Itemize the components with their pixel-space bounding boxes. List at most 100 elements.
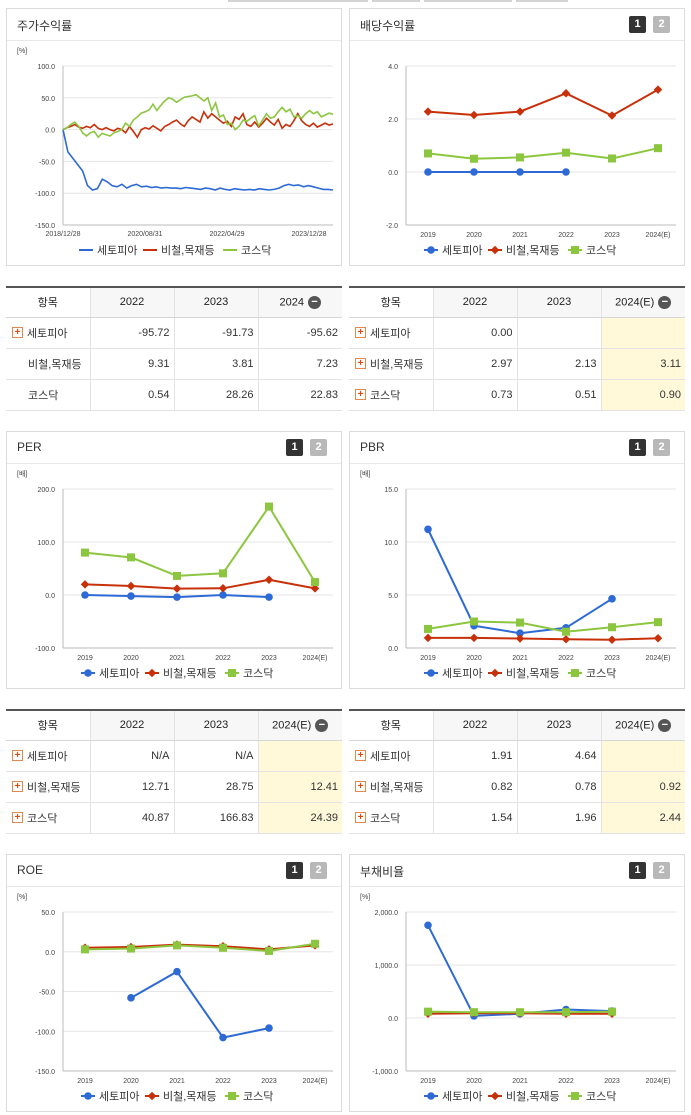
- legend-label: 세토피아: [442, 244, 482, 257]
- data-point: [654, 144, 662, 153]
- legend-item[interactable]: 코스닥: [225, 1090, 273, 1103]
- expand-plus-icon[interactable]: +: [355, 812, 366, 823]
- legend-label: 코스닥: [586, 244, 616, 257]
- column-header-1: 2022: [89, 710, 174, 741]
- data-point: [147, 1091, 157, 1101]
- row-label-cell[interactable]: + 세토피아: [349, 317, 433, 349]
- data-point: [607, 635, 617, 644]
- chart-1-button[interactable]: 1: [629, 16, 646, 33]
- expand-plus-icon[interactable]: +: [12, 781, 23, 792]
- expand-plus-icon[interactable]: +: [355, 389, 366, 400]
- x-tick-label: 2020: [466, 655, 482, 662]
- row-label-cell[interactable]: + 세토피아: [349, 740, 433, 772]
- data-point: [469, 110, 479, 120]
- expand-plus-icon[interactable]: +: [355, 358, 366, 369]
- x-tick-label: 2024(E): [646, 232, 671, 239]
- row-label-cell[interactable]: + 세토피아: [6, 317, 90, 349]
- x-tick-label: 2019: [420, 232, 436, 239]
- legend-item[interactable]: 비철,목재등: [145, 667, 217, 680]
- x-tick-label: 2023: [604, 655, 620, 662]
- chart-1-button[interactable]: 1: [286, 439, 303, 456]
- column-header-item: 항목: [349, 710, 433, 741]
- panel-title: 배당수익률: [360, 19, 416, 33]
- legend-item[interactable]: 코스닥: [225, 667, 273, 680]
- header-label: 2024(E): [272, 719, 312, 732]
- value-cell: [516, 317, 601, 349]
- row-label-cell[interactable]: + 비철,목재등: [349, 348, 433, 380]
- legend-item[interactable]: 세토피아: [424, 667, 482, 680]
- collapse-minus-icon[interactable]: −: [658, 718, 672, 732]
- value-cell: [600, 317, 685, 349]
- expand-plus-icon[interactable]: +: [12, 750, 23, 761]
- legend-item[interactable]: 세토피아: [424, 1090, 482, 1103]
- table-row: + 세토피아 1.91 4.64: [349, 740, 685, 772]
- series-line: [62, 129, 334, 191]
- row-label-cell[interactable]: + 코스닥: [6, 802, 90, 834]
- row-label: 세토피아: [370, 327, 411, 340]
- chart-2-button[interactable]: 2: [653, 439, 670, 456]
- legend-item[interactable]: 코스닥: [568, 1090, 616, 1103]
- expand-plus-icon[interactable]: +: [12, 812, 23, 823]
- data-point: [608, 154, 616, 163]
- collapse-minus-icon[interactable]: −: [658, 295, 672, 309]
- expand-plus-icon[interactable]: +: [355, 781, 366, 792]
- stock-return-table: 항목 2022 2023 2024− + 세토피아 -95.72 -91.73 -95.62 비철…: [6, 286, 342, 411]
- chart-2-button[interactable]: 2: [310, 862, 327, 879]
- header-label: 2022: [119, 296, 145, 309]
- value-cell: 2.44: [600, 802, 685, 834]
- legend-label: 세토피아: [442, 1090, 482, 1103]
- chart-2-button[interactable]: 2: [653, 862, 670, 879]
- legend-item[interactable]: 비철,목재등: [145, 1090, 217, 1103]
- legend-item[interactable]: 비철,목재등: [488, 1090, 560, 1103]
- legend-item[interactable]: 비철,목재등: [488, 667, 560, 680]
- legend-item[interactable]: 세토피아: [424, 244, 482, 257]
- row-label-cell[interactable]: + 코스닥: [349, 802, 433, 834]
- top-tab-strip: [0, 0, 691, 3]
- data-point: [516, 1008, 524, 1017]
- y-tick-label: 0.0: [388, 646, 398, 653]
- collapse-minus-icon[interactable]: −: [307, 295, 321, 309]
- x-tick-label: 2019: [77, 1078, 93, 1085]
- data-point: [424, 921, 432, 930]
- legend-item[interactable]: 비철,목재등: [143, 244, 215, 257]
- legend-item[interactable]: 세토피아: [81, 1090, 139, 1103]
- data-point: [173, 967, 181, 976]
- column-header-3: 2024(E) −: [600, 710, 685, 741]
- chart-2-button[interactable]: 2: [653, 16, 670, 33]
- row-label-cell[interactable]: + 비철,목재등: [6, 771, 90, 803]
- legend-item[interactable]: 코스닥: [568, 244, 616, 257]
- y-tick-label: 50.0: [41, 96, 55, 103]
- pbr-table: 항목 2022 2023 2024(E) − + 세토피아 1.91 4.64 + 비철,목재등 0.…: [349, 709, 685, 834]
- y-tick-label: 0.0: [45, 950, 55, 957]
- chart-1-button[interactable]: 1: [629, 439, 646, 456]
- table-row: 비철,목재등 9.31 3.81 7.23: [6, 348, 342, 380]
- data-point: [173, 571, 181, 580]
- expand-plus-icon[interactable]: +: [355, 327, 366, 338]
- data-point: [147, 668, 157, 678]
- x-tick-label: 2021: [169, 655, 185, 662]
- x-tick-label: 2020: [123, 655, 139, 662]
- column-header-3: 2024−: [257, 287, 342, 318]
- chart-1-button[interactable]: 1: [286, 862, 303, 879]
- stock-return-chart: [%] 100.0 50.0 0.0 -50.0 -100.0 -150.02018/12/…: [17, 48, 334, 257]
- chart-2-button[interactable]: 2: [310, 439, 327, 456]
- per-table: 항목 2022 2023 2024(E) − + 세토피아 N/A N/A + 비철,목재등 12.7…: [6, 709, 342, 834]
- data-point: [470, 1008, 478, 1017]
- chart-1-button[interactable]: 1: [629, 862, 646, 879]
- expand-plus-icon[interactable]: +: [355, 750, 366, 761]
- legend-item[interactable]: 세토피아: [79, 244, 137, 257]
- row-label-cell[interactable]: + 비철,목재등: [349, 771, 433, 803]
- data-point: [470, 168, 478, 176]
- dividend-yield-chart: 4.0 2.0 0.0 -2.0 2019 2020 2021 2022 2023 2024(E)…: [386, 64, 676, 257]
- legend-item[interactable]: 코스닥: [223, 244, 271, 257]
- legend-item[interactable]: 코스닥: [568, 667, 616, 680]
- value-cell: 0.82: [432, 771, 517, 803]
- row-label-cell[interactable]: + 세토피아: [6, 740, 90, 772]
- collapse-minus-icon[interactable]: −: [315, 718, 329, 732]
- legend-item[interactable]: 비철,목재등: [488, 244, 560, 257]
- legend-item[interactable]: 세토피아: [81, 667, 139, 680]
- y-tick-label: 2,000.0: [375, 910, 398, 917]
- expand-plus-icon[interactable]: +: [12, 327, 23, 338]
- row-label-cell[interactable]: + 코스닥: [349, 379, 433, 411]
- header-label: 항목: [380, 297, 401, 310]
